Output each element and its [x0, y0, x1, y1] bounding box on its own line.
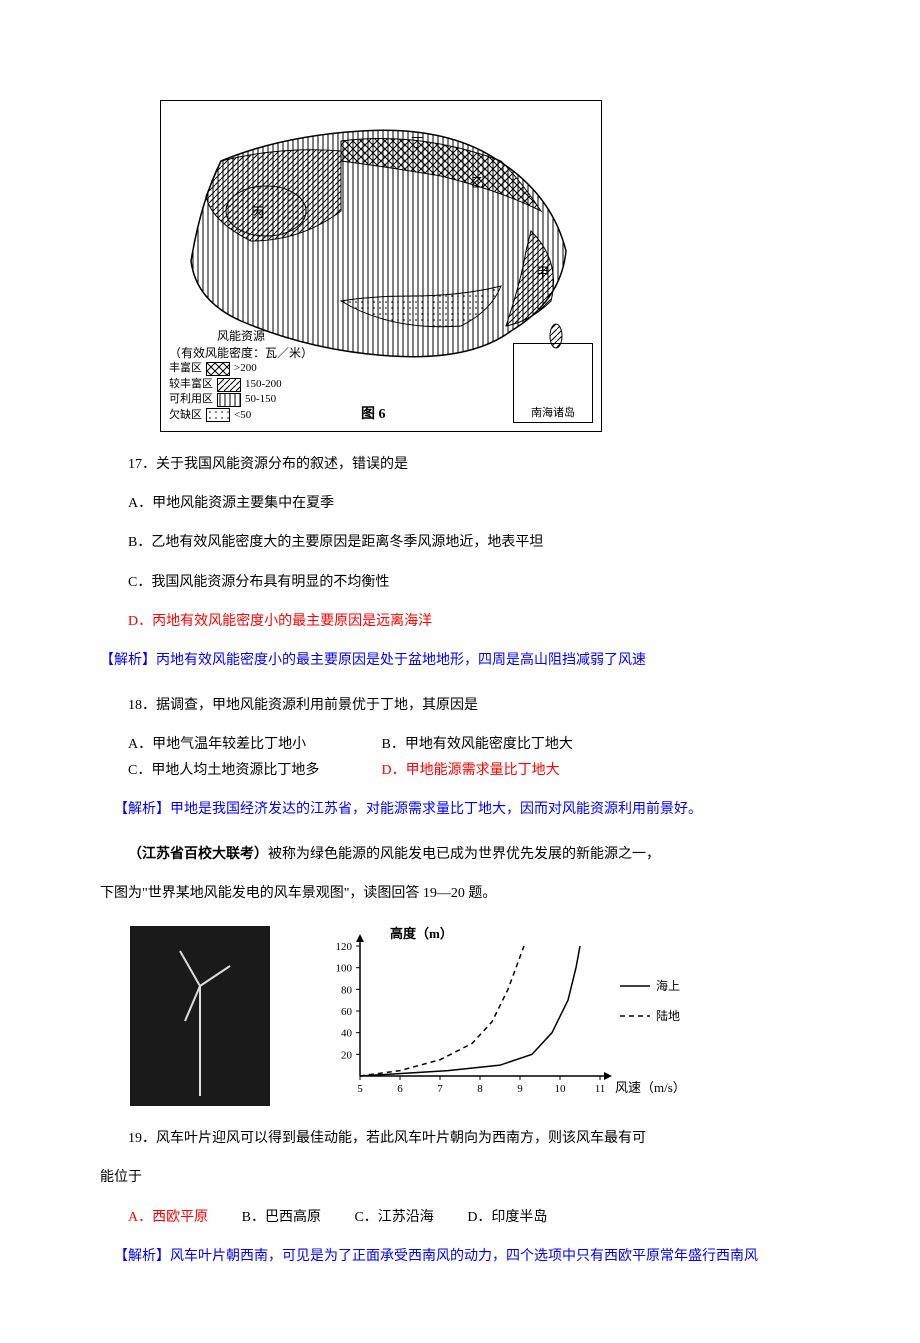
passage-source: （江苏省百校大联考） — [128, 847, 268, 862]
legend-range-2: 50-150 — [245, 392, 276, 407]
svg-text:5: 5 — [357, 1083, 363, 1095]
legend-row-2: 可利用区 50-150 — [169, 392, 313, 407]
china-wind-map: 丁 乙 丙 甲 风能资源 （有效风能密度：瓦／米） 丰富区 >200 较丰富区 … — [160, 100, 602, 432]
label-ding: 丁 — [411, 131, 424, 154]
q17-option-d-answer: D．丙地有效风能密度小的最主要原因是远离海洋 — [128, 609, 820, 634]
windmill-photo — [130, 926, 270, 1106]
q17-option-b: B．乙地有效风能密度大的主要原因是距离冬季风源地近，地表平坦 — [128, 530, 820, 555]
q18-option-c: C．甲地人均土地资源比丁地多 — [128, 758, 378, 783]
q19-option-c: C．江苏沿海 — [354, 1205, 433, 1230]
q18-option-d-answer: D．甲地能源需求量比丁地大 — [382, 763, 560, 778]
svg-text:60: 60 — [341, 1006, 353, 1018]
passage-line1: （江苏省百校大联考）被称为绿色能源的风能发电已成为世界优先发展的新能源之一， — [100, 842, 820, 867]
legend-name-1: 较丰富区 — [169, 377, 213, 392]
svg-text:11: 11 — [595, 1083, 606, 1095]
svg-text:陆地: 陆地 — [656, 1008, 680, 1023]
passage-line2: 下图为"世界某地风能发电的风车景观图"，读图回答 19—20 题。 — [100, 881, 820, 906]
legend-row-0: 丰富区 >200 — [169, 361, 313, 376]
label-yi: 乙 — [471, 171, 484, 194]
q19-analysis: 【解析】风车叶片朝西南，可见是为了正面承受西南风的动力，四个选项中只有西欧平原常… — [114, 1244, 820, 1269]
height-windspeed-chart: 20 40 60 80 100 120 5 6 7 8 9 10 11 高度（m） 风速（m/s） 海上陆地 — [310, 926, 690, 1106]
label-jia: 甲 — [536, 261, 549, 284]
q18-analysis: 【解析】甲地是我国经济发达的江苏省，对能源需求量比丁地大，因而对风能资源利用前景… — [114, 797, 820, 822]
q18-option-a: A．甲地气温年较差比丁地小 — [128, 732, 378, 757]
legend-title: 风能资源 — [169, 328, 313, 345]
legend-swatch-dots — [206, 408, 230, 422]
legend-range-1: 150-200 — [245, 377, 282, 392]
svg-text:7: 7 — [437, 1083, 443, 1095]
svg-text:6: 6 — [397, 1083, 403, 1095]
q17-option-c: C．我国风能资源分布具有明显的不均衡性 — [128, 570, 820, 595]
figure-caption: 图 6 — [361, 402, 386, 427]
svg-text:海上: 海上 — [656, 978, 680, 993]
legend-subtitle: （有效风能密度：瓦／米） — [169, 345, 313, 362]
legend-swatch-crosshatch — [206, 362, 230, 376]
legend-range-3: <50 — [234, 408, 251, 423]
q17-option-a: A．甲地风能资源主要集中在夏季 — [128, 491, 820, 516]
q19-option-a-answer: A．西欧平原 — [128, 1205, 208, 1230]
legend-range-0: >200 — [234, 361, 257, 376]
q18-options-row2: C．甲地人均土地资源比丁地多 D．甲地能源需求量比丁地大 — [128, 758, 820, 783]
svg-text:10: 10 — [555, 1083, 567, 1095]
svg-text:100: 100 — [336, 963, 353, 975]
svg-text:高度（m）: 高度（m） — [390, 926, 453, 941]
q18-option-b: B．甲地有效风能密度比丁地大 — [382, 737, 573, 752]
legend-name-0: 丰富区 — [169, 361, 202, 376]
legend-row-1: 较丰富区 150-200 — [169, 377, 313, 392]
passage-text1: 被称为绿色能源的风能发电已成为世界优先发展的新能源之一， — [268, 847, 660, 862]
q19-options: A．西欧平原 B．巴西高原 C．江苏沿海 D．印度半岛 — [128, 1205, 820, 1230]
svg-text:40: 40 — [341, 1028, 353, 1040]
nanhai-label: 南海诸岛 — [531, 407, 575, 419]
legend-swatch-vert — [217, 393, 241, 407]
q18-stem: 18．据调查，甲地风能资源利用前景优于丁地，其原因是 — [128, 693, 820, 718]
svg-text:120: 120 — [336, 941, 353, 953]
svg-text:80: 80 — [341, 985, 353, 997]
legend-swatch-diag — [217, 378, 241, 392]
q19-stem-line1: 19．风车叶片迎风可以得到最佳动能，若此风车叶片朝向为西南方，则该风车最有可 — [128, 1126, 820, 1151]
q19-stem-line2: 能位于 — [100, 1165, 820, 1190]
svg-text:8: 8 — [477, 1083, 483, 1095]
legend-row-3: 欠缺区 <50 — [169, 408, 313, 423]
legend-name-3: 欠缺区 — [169, 408, 202, 423]
chart-row: 20 40 60 80 100 120 5 6 7 8 9 10 11 高度（m） 风速（m/s） 海上陆地 — [130, 926, 820, 1106]
q17-analysis: 【解析】丙地有效风能密度小的最主要原因是处于盆地地形，四周是高山阻挡减弱了风速 — [100, 648, 820, 673]
svg-text:20: 20 — [341, 1050, 353, 1062]
label-bing: 丙 — [251, 201, 264, 224]
legend-name-2: 可利用区 — [169, 392, 213, 407]
svg-text:风速（m/s）: 风速（m/s） — [615, 1080, 686, 1095]
nanhai-inset: 南海诸岛 — [513, 343, 593, 423]
q18-options-row1: A．甲地气温年较差比丁地小 B．甲地有效风能密度比丁地大 — [128, 732, 820, 757]
q17-stem: 17．关于我国风能资源分布的叙述，错误的是 — [128, 452, 820, 477]
q19-option-d: D．印度半岛 — [467, 1205, 547, 1230]
map-legend: 风能资源 （有效风能密度：瓦／米） 丰富区 >200 较丰富区 150-200 … — [169, 328, 313, 423]
svg-text:9: 9 — [517, 1083, 523, 1095]
q19-option-b: B．巴西高原 — [242, 1205, 321, 1230]
